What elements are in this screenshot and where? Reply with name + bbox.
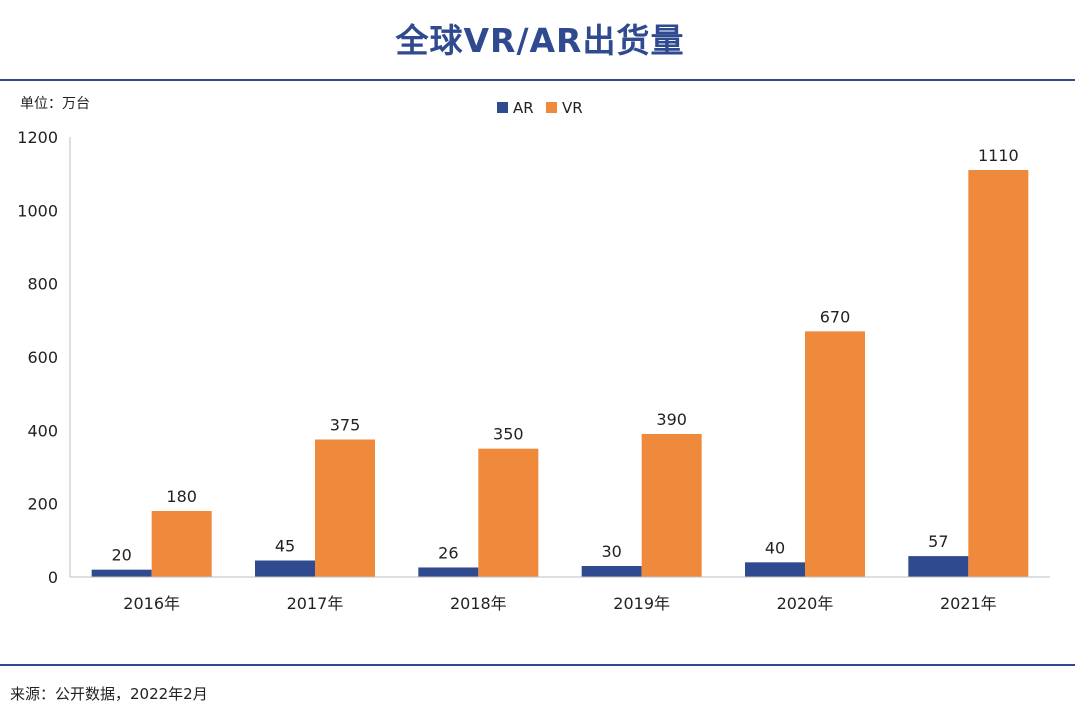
legend: AR VR bbox=[497, 99, 583, 117]
bar-vr bbox=[478, 448, 539, 577]
data-label-ar: 45 bbox=[275, 537, 295, 556]
bar-ar bbox=[908, 556, 969, 577]
bar-vr bbox=[151, 511, 212, 577]
x-tick-label: 2021年 bbox=[940, 594, 997, 613]
bar-ar bbox=[255, 560, 315, 577]
data-label-ar: 40 bbox=[765, 538, 785, 557]
x-axis: 2016年 2017年 2018年 2019年 2020年 2021年 bbox=[70, 576, 1050, 613]
data-label-vr: 180 bbox=[166, 487, 197, 506]
data-label-vr: 350 bbox=[493, 425, 524, 444]
bars: 20 180 45 375 26 350 30 390 40 670 57 1110 bbox=[91, 146, 1029, 577]
y-tick-label: 0 bbox=[48, 568, 58, 587]
x-tick-label: 2018年 bbox=[450, 594, 507, 613]
header-divider bbox=[0, 79, 1075, 81]
data-label-vr: 670 bbox=[820, 307, 851, 326]
source-note: 来源：公开数据，2022年2月 bbox=[10, 685, 208, 703]
category-group: 26 350 bbox=[418, 425, 539, 577]
data-label-ar: 30 bbox=[601, 542, 621, 561]
y-tick-label: 600 bbox=[27, 348, 58, 367]
footer-divider bbox=[0, 664, 1075, 666]
y-axis: 0 200 400 600 800 1000 1200 bbox=[17, 128, 71, 587]
y-tick-label: 400 bbox=[27, 421, 58, 440]
data-label-ar: 26 bbox=[438, 543, 458, 562]
y-tick-label: 200 bbox=[27, 495, 58, 514]
bar-ar bbox=[745, 562, 805, 577]
category-group: 45 375 bbox=[255, 416, 375, 577]
bar-vr bbox=[315, 439, 375, 577]
legend-swatch-vr bbox=[546, 102, 557, 113]
x-tick-label: 2017年 bbox=[287, 594, 344, 613]
data-label-vr: 390 bbox=[656, 410, 687, 429]
y-tick-label: 800 bbox=[27, 275, 58, 294]
y-tick-label: 1200 bbox=[17, 128, 58, 147]
category-group: 40 670 bbox=[745, 307, 865, 577]
category-group: 20 180 bbox=[91, 487, 212, 577]
x-tick-label: 2020年 bbox=[777, 594, 834, 613]
bar-ar bbox=[418, 567, 479, 577]
bar-vr bbox=[805, 331, 865, 577]
bar-vr bbox=[968, 170, 1029, 577]
data-label-vr: 375 bbox=[330, 416, 361, 435]
x-tick-label: 2016年 bbox=[123, 594, 180, 613]
data-label-vr: 1110 bbox=[978, 146, 1019, 165]
data-label-ar: 57 bbox=[928, 532, 948, 551]
bar-ar bbox=[581, 566, 642, 577]
bar-ar bbox=[91, 569, 152, 577]
legend-label-vr: VR bbox=[562, 99, 583, 117]
legend-label-ar: AR bbox=[513, 99, 534, 117]
unit-label: 单位：万台 bbox=[20, 96, 90, 112]
bar-vr bbox=[641, 434, 702, 577]
category-group: 57 1110 bbox=[908, 146, 1029, 577]
x-tick-label: 2019年 bbox=[613, 594, 670, 613]
page-title: 全球VR/AR出货量 bbox=[395, 21, 685, 60]
y-tick-label: 1000 bbox=[17, 201, 58, 220]
legend-swatch-ar bbox=[497, 102, 508, 113]
category-group: 30 390 bbox=[581, 410, 702, 577]
data-label-ar: 20 bbox=[111, 546, 131, 565]
